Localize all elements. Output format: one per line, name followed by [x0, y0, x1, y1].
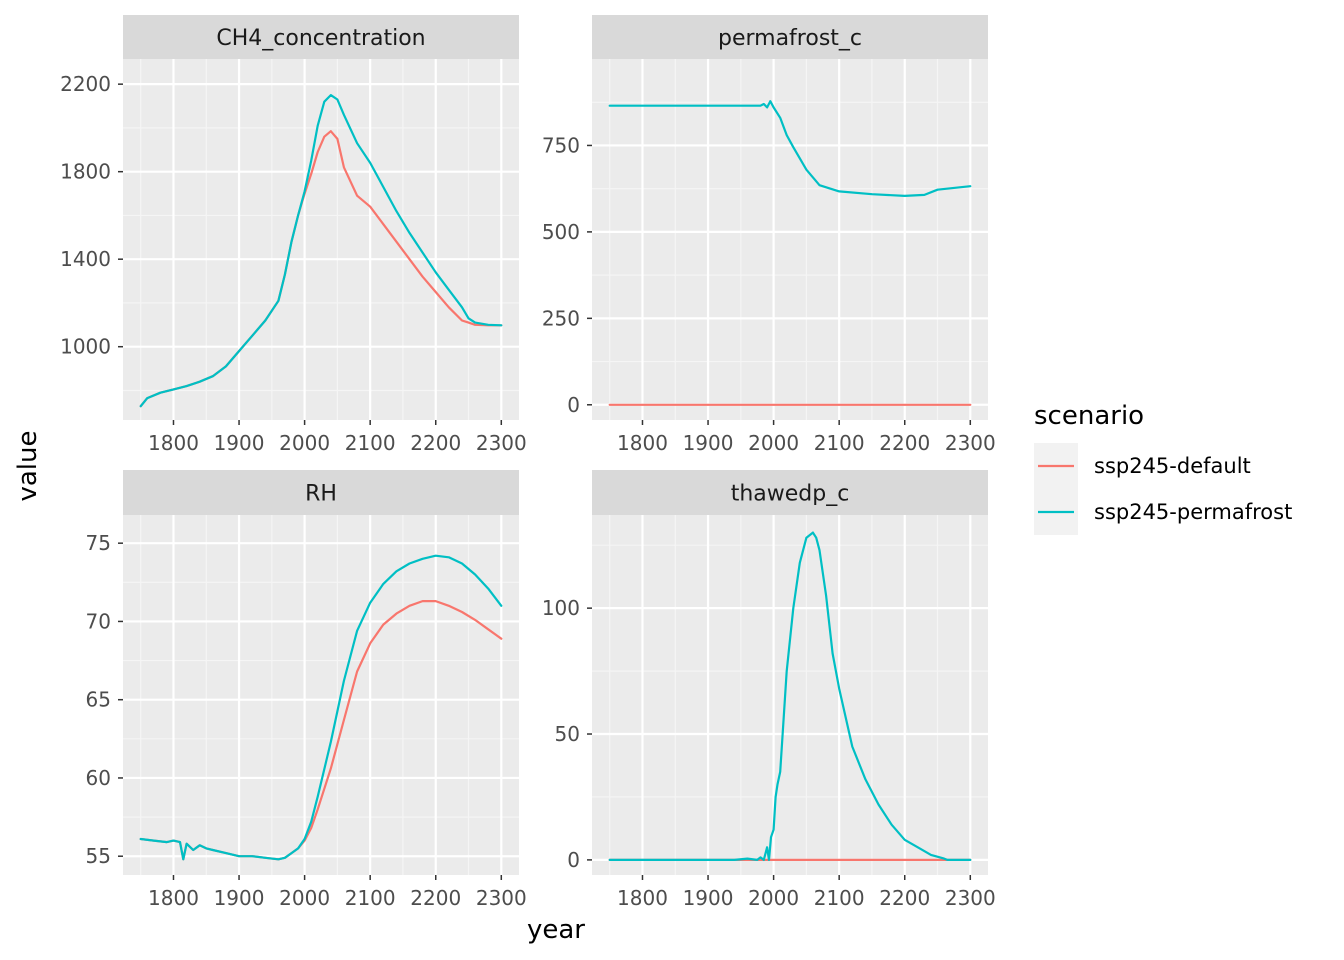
- y-tick-label: 65: [86, 688, 111, 712]
- y-tick-label: 250: [542, 306, 580, 330]
- facet-panels: CH4_concentration 1800 1900 2000 2100 2200 230…: [60, 15, 996, 910]
- legend: scenario ssp245-default ssp245-permafrost: [1034, 401, 1292, 535]
- facet-strip: [123, 470, 519, 515]
- x-tick-label: 2000: [748, 431, 799, 455]
- y-tick-label: 50: [555, 722, 580, 746]
- series-line-ssp245-permafrost: [608, 531, 972, 862]
- panel-background: [123, 59, 519, 420]
- x-tick-label: 2300: [945, 431, 996, 455]
- x-tick-label: 1800: [148, 431, 199, 455]
- x-tick-label: 2100: [345, 886, 396, 910]
- facet-strip-label: thawedp_c: [731, 482, 850, 507]
- panel-background: [592, 59, 988, 420]
- panel-background: [592, 515, 988, 875]
- y-axis-title: value: [13, 430, 43, 501]
- y-tick-label: 100: [542, 596, 580, 620]
- x-tick-label: 2300: [476, 886, 527, 910]
- x-tick-label: 2100: [814, 886, 865, 910]
- facet-strip: [123, 15, 519, 59]
- y-tick-label: 0: [567, 393, 580, 417]
- y-tick-label: 1800: [60, 160, 111, 184]
- legend-title: scenario: [1034, 401, 1144, 431]
- y-tick-label: 750: [542, 133, 580, 157]
- y-tick-label: 1000: [60, 335, 111, 359]
- y-tick-label: 500: [542, 220, 580, 244]
- y-tick-label: 60: [86, 766, 111, 790]
- legend-label: ssp245-default: [1094, 454, 1251, 478]
- series-line-ssp245-permafrost: [608, 100, 972, 197]
- x-tick-label: 2200: [410, 431, 461, 455]
- x-tick-label: 1900: [683, 886, 734, 910]
- x-tick-label: 2100: [345, 431, 396, 455]
- facet-panel-thawedp_c: thawedp_c 1800 1900 2000 2100 2200 2300 0 50 100: [542, 470, 996, 910]
- x-tick-label: 2000: [279, 886, 330, 910]
- y-tick-label: 55: [86, 844, 111, 868]
- x-tick-label: 2000: [279, 431, 330, 455]
- x-tick-label: 1900: [214, 431, 265, 455]
- facet-panel-permafrost_c: permafrost_c 1800 1900 2000 2100 2200 2300 0 250…: [542, 15, 996, 455]
- x-tick-label: 1800: [617, 886, 668, 910]
- facet-strip-label: permafrost_c: [718, 26, 862, 51]
- x-tick-label: 1800: [617, 431, 668, 455]
- facet-strip: [592, 15, 988, 59]
- x-tick-label: 2200: [879, 431, 930, 455]
- x-tick-label: 2000: [748, 886, 799, 910]
- x-tick-label: 2100: [814, 431, 865, 455]
- series-line-ssp245-permafrost: [139, 554, 503, 861]
- facet-panel-RH: RH 1800 1900 2000 2100 2200 2300 55 60 65 70 75: [86, 470, 527, 910]
- facet-strip-label: RH: [305, 482, 337, 507]
- x-axis-title: year: [527, 915, 585, 945]
- x-tick-label: 2300: [476, 431, 527, 455]
- x-tick-label: 1800: [148, 886, 199, 910]
- x-tick-label: 2300: [945, 886, 996, 910]
- legend-label: ssp245-permafrost: [1094, 500, 1292, 524]
- facet-strip: [592, 470, 988, 515]
- y-tick-label: 70: [86, 609, 111, 633]
- panel-background: [123, 515, 519, 875]
- x-tick-label: 1900: [683, 431, 734, 455]
- x-tick-label: 1900: [214, 886, 265, 910]
- y-tick-label: 75: [86, 531, 111, 555]
- x-tick-label: 2200: [879, 886, 930, 910]
- facet-panel-CH4_concentration: CH4_concentration 1800 1900 2000 2100 2200 230…: [60, 15, 527, 455]
- legend-keys: ssp245-default ssp245-permafrost: [1034, 443, 1292, 535]
- x-tick-label: 2200: [410, 886, 461, 910]
- y-tick-label: 1400: [60, 247, 111, 271]
- series-line-ssp245-permafrost: [139, 93, 503, 408]
- y-tick-label: 2200: [60, 72, 111, 96]
- y-tick-label: 0: [567, 848, 580, 872]
- facet-strip-label: CH4_concentration: [216, 26, 425, 51]
